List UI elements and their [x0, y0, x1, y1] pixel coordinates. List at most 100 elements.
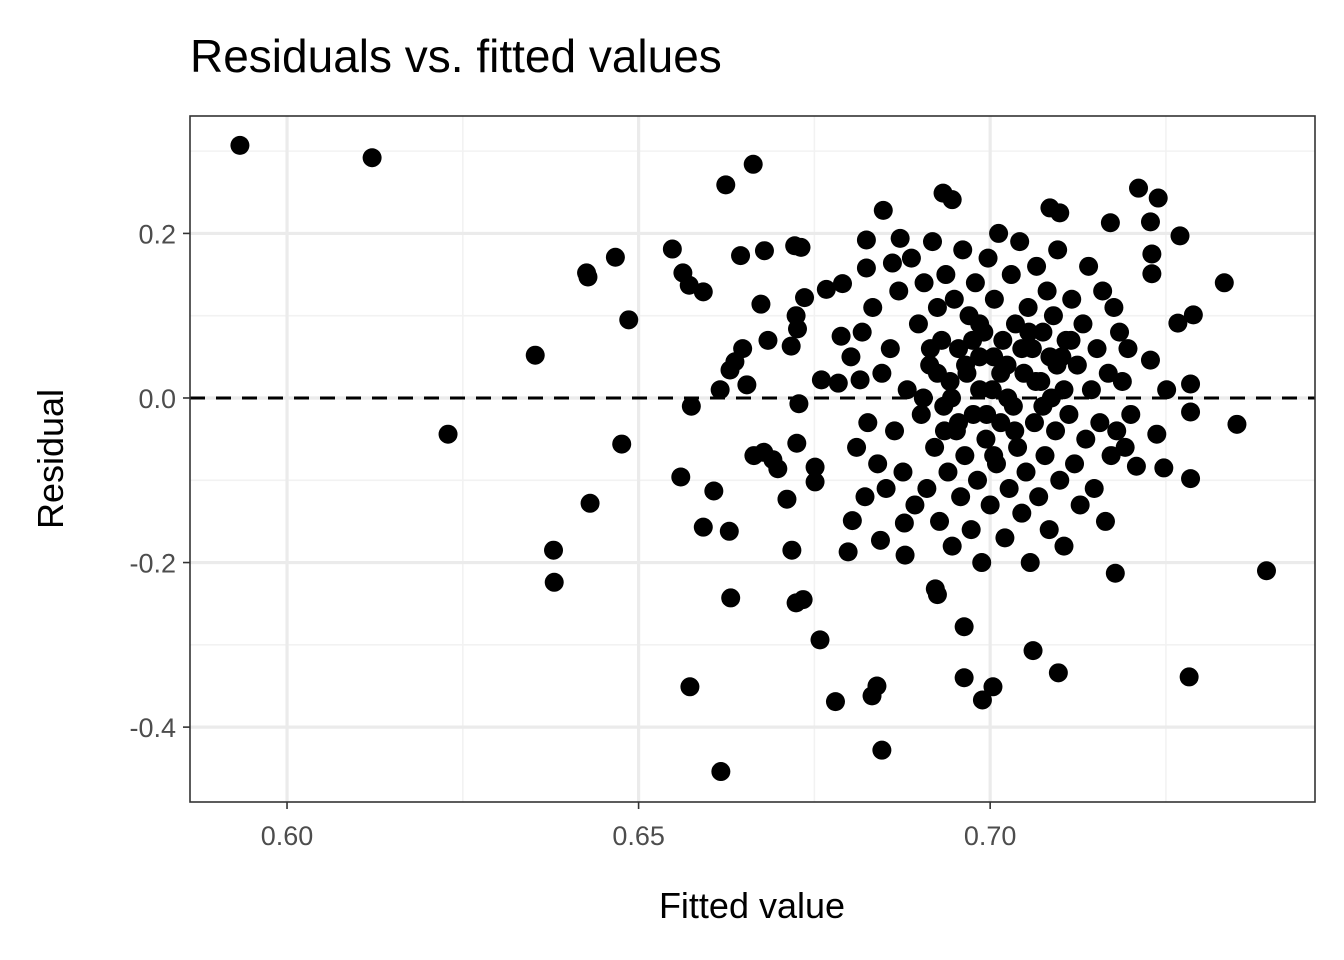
data-point — [1016, 462, 1036, 482]
data-point — [795, 288, 815, 308]
data-point — [1050, 470, 1070, 490]
data-point — [1115, 437, 1135, 457]
data-point — [941, 388, 961, 408]
data-point — [710, 380, 730, 400]
data-point — [362, 148, 382, 168]
data-point — [856, 230, 876, 250]
data-point — [1048, 663, 1068, 683]
data-point — [1154, 458, 1174, 478]
data-point — [920, 339, 940, 359]
data-point — [1076, 429, 1096, 449]
data-point — [828, 373, 848, 393]
data-point — [1107, 421, 1127, 441]
data-point — [1112, 372, 1132, 392]
data-point — [1179, 667, 1199, 687]
data-point — [1118, 339, 1138, 359]
data-point — [911, 404, 931, 424]
data-point — [998, 388, 1018, 408]
data-point — [963, 330, 983, 350]
data-point — [1065, 454, 1085, 474]
data-point — [662, 239, 682, 259]
plot-border — [189, 115, 1316, 803]
data-point — [711, 762, 731, 782]
data-point — [1142, 264, 1162, 284]
data-point — [578, 267, 598, 287]
data-point — [968, 470, 987, 490]
data-point — [1090, 413, 1110, 433]
x-tick-label: 0.60 — [261, 821, 314, 851]
data-point — [1048, 240, 1068, 260]
data-point — [893, 462, 913, 482]
data-point — [791, 237, 811, 257]
data-point — [972, 553, 992, 573]
data-point — [768, 459, 788, 479]
data-point — [949, 339, 969, 359]
y-tick-label: 0.0 — [138, 384, 176, 414]
data-point — [925, 579, 945, 599]
data-point — [961, 520, 981, 540]
data-point — [890, 228, 910, 248]
data-point — [1140, 350, 1160, 370]
data-point — [1121, 404, 1141, 424]
data-point — [580, 493, 600, 513]
data-point — [873, 200, 893, 220]
data-point — [825, 692, 845, 712]
data-point — [525, 345, 545, 365]
data-point — [1024, 413, 1044, 433]
data-point — [889, 281, 909, 301]
data-point — [980, 495, 1000, 515]
data-point — [810, 630, 830, 650]
data-point — [841, 347, 861, 367]
data-point — [956, 355, 976, 375]
data-point — [693, 517, 713, 537]
data-point — [1026, 372, 1046, 392]
data-point — [965, 273, 985, 293]
data-point — [833, 274, 852, 294]
data-point — [777, 489, 797, 509]
data-point — [681, 396, 701, 416]
data-point — [894, 513, 914, 533]
data-point — [867, 676, 887, 696]
data-point — [544, 540, 564, 560]
data-point — [1148, 188, 1168, 208]
y-tick-label: -0.2 — [129, 549, 176, 579]
data-point — [1062, 289, 1082, 309]
data-point — [754, 241, 774, 261]
data-point — [913, 388, 933, 408]
data-point — [925, 437, 945, 457]
data-point — [1059, 404, 1079, 424]
data-point — [970, 380, 990, 400]
data-point — [1035, 446, 1055, 466]
data-point — [897, 380, 917, 400]
data-point — [976, 429, 996, 449]
data-point — [1256, 561, 1276, 581]
data-point — [1181, 402, 1201, 422]
data-point — [1084, 478, 1104, 498]
x-axis-ticks: 0.60 0.65 0.70 — [261, 802, 1016, 851]
data-point — [838, 542, 858, 562]
data-point — [930, 511, 950, 531]
data-point — [1100, 213, 1120, 233]
data-point — [995, 528, 1015, 548]
data-point — [908, 314, 928, 334]
data-point — [721, 588, 741, 608]
data-point — [882, 253, 902, 273]
x-tick-label: 0.65 — [612, 821, 665, 851]
data-point — [693, 282, 713, 302]
data-point — [1101, 446, 1121, 466]
data-point — [953, 240, 973, 260]
data-point — [914, 273, 934, 293]
data-point — [1093, 281, 1113, 301]
data-point — [1087, 339, 1107, 359]
data-point — [751, 294, 771, 314]
data-point — [855, 487, 875, 507]
data-point — [955, 446, 975, 466]
data-point — [938, 462, 958, 482]
y-tick-label: -0.4 — [129, 713, 176, 743]
data-point — [1019, 322, 1039, 342]
data-point — [782, 540, 802, 560]
data-point — [612, 434, 632, 454]
data-point — [863, 297, 883, 317]
data-point — [805, 472, 825, 492]
